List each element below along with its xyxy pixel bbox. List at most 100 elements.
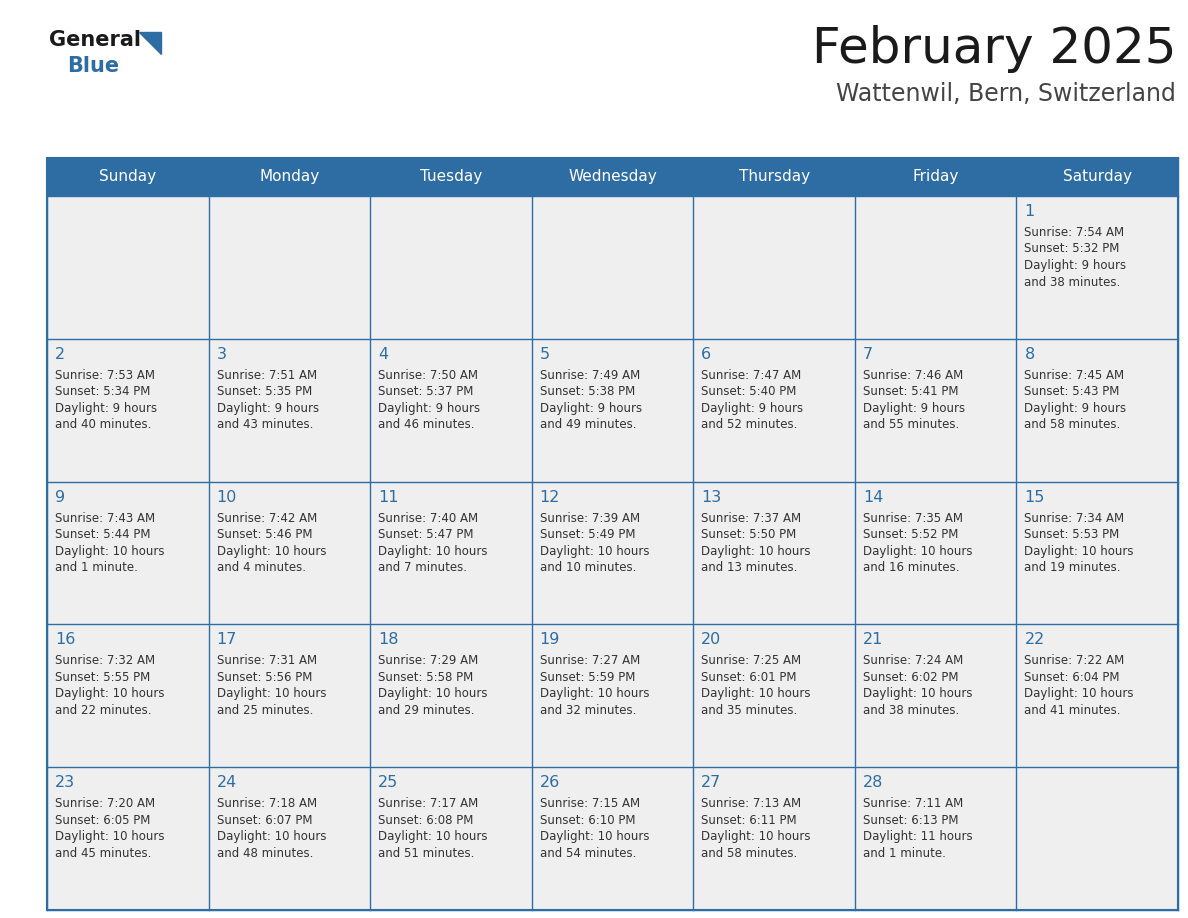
Text: Daylight: 10 hours: Daylight: 10 hours [378,544,487,557]
Text: Sunrise: 7:24 AM: Sunrise: 7:24 AM [862,655,963,667]
Text: Daylight: 10 hours: Daylight: 10 hours [216,688,326,700]
Bar [209,196,371,339]
Text: Sunrise: 7:47 AM: Sunrise: 7:47 AM [701,369,802,382]
Text: Daylight: 10 hours: Daylight: 10 hours [539,544,649,557]
Text: 13: 13 [701,489,721,505]
Text: 3: 3 [216,347,227,362]
Text: Daylight: 10 hours: Daylight: 10 hours [701,688,810,700]
Text: and 43 minutes.: and 43 minutes. [216,419,312,431]
Text: Sunset: 6:13 PM: Sunset: 6:13 PM [862,813,959,827]
Bar [1017,339,1178,482]
Text: 19: 19 [539,633,560,647]
Text: Sunrise: 7:45 AM: Sunrise: 7:45 AM [1024,369,1125,382]
Text: Sunrise: 7:34 AM: Sunrise: 7:34 AM [1024,511,1125,524]
Text: 22: 22 [1024,633,1044,647]
Text: Sunset: 6:11 PM: Sunset: 6:11 PM [701,813,797,827]
Bar [371,767,532,910]
Text: and 46 minutes.: and 46 minutes. [378,419,475,431]
Text: and 45 minutes.: and 45 minutes. [55,846,151,859]
Bar [48,158,1178,910]
Text: Sunrise: 7:42 AM: Sunrise: 7:42 AM [216,511,317,524]
Text: and 16 minutes.: and 16 minutes. [862,561,960,574]
Text: Sunrise: 7:11 AM: Sunrise: 7:11 AM [862,797,963,811]
Bar [371,482,532,624]
Bar [209,767,371,910]
Bar [1017,767,1178,910]
Text: and 35 minutes.: and 35 minutes. [701,704,797,717]
Text: Sunrise: 7:39 AM: Sunrise: 7:39 AM [539,511,640,524]
Text: 2: 2 [55,347,65,362]
Text: Wednesday: Wednesday [568,170,657,185]
Text: 23: 23 [55,775,75,790]
Text: Daylight: 10 hours: Daylight: 10 hours [55,688,164,700]
Text: Sunset: 5:40 PM: Sunset: 5:40 PM [701,386,797,398]
Text: Sunset: 5:35 PM: Sunset: 5:35 PM [216,386,311,398]
Bar [48,482,209,624]
Text: and 38 minutes.: and 38 minutes. [1024,275,1120,288]
Bar [532,196,694,339]
Bar [855,482,1017,624]
Text: Sunrise: 7:46 AM: Sunrise: 7:46 AM [862,369,963,382]
Text: Daylight: 9 hours: Daylight: 9 hours [1024,259,1126,272]
Text: Tuesday: Tuesday [419,170,482,185]
Text: 8: 8 [1024,347,1035,362]
Text: 1: 1 [1024,204,1035,219]
Text: Daylight: 10 hours: Daylight: 10 hours [701,830,810,844]
Text: Daylight: 9 hours: Daylight: 9 hours [539,402,642,415]
Bar [48,339,209,482]
Text: Sunset: 5:38 PM: Sunset: 5:38 PM [539,386,634,398]
Bar [1017,158,1178,196]
Text: and 22 minutes.: and 22 minutes. [55,704,152,717]
Text: Friday: Friday [912,170,959,185]
Text: 28: 28 [862,775,883,790]
Text: Daylight: 10 hours: Daylight: 10 hours [1024,688,1133,700]
Text: Sunrise: 7:32 AM: Sunrise: 7:32 AM [55,655,156,667]
Text: Sunset: 6:08 PM: Sunset: 6:08 PM [378,813,474,827]
Text: and 52 minutes.: and 52 minutes. [701,419,797,431]
Text: Daylight: 9 hours: Daylight: 9 hours [701,402,803,415]
Bar [1017,624,1178,767]
Bar [48,767,209,910]
Text: 25: 25 [378,775,398,790]
Text: Daylight: 10 hours: Daylight: 10 hours [862,688,972,700]
Text: Sunrise: 7:53 AM: Sunrise: 7:53 AM [55,369,154,382]
Text: 27: 27 [701,775,721,790]
Bar [371,624,532,767]
Bar [209,482,371,624]
Text: Sunrise: 7:20 AM: Sunrise: 7:20 AM [55,797,156,811]
Text: February 2025: February 2025 [811,25,1176,73]
Text: Daylight: 9 hours: Daylight: 9 hours [216,402,318,415]
Text: Sunset: 5:50 PM: Sunset: 5:50 PM [701,528,796,541]
Bar [694,158,855,196]
Text: Sunset: 5:53 PM: Sunset: 5:53 PM [1024,528,1119,541]
Text: Sunset: 5:59 PM: Sunset: 5:59 PM [539,671,636,684]
Text: 6: 6 [701,347,712,362]
Text: Daylight: 10 hours: Daylight: 10 hours [378,830,487,844]
Text: Sunset: 5:56 PM: Sunset: 5:56 PM [216,671,312,684]
Text: Daylight: 10 hours: Daylight: 10 hours [1024,544,1133,557]
Text: Daylight: 9 hours: Daylight: 9 hours [1024,402,1126,415]
Bar [1017,196,1178,339]
Text: Sunset: 5:46 PM: Sunset: 5:46 PM [216,528,312,541]
Text: Daylight: 10 hours: Daylight: 10 hours [216,544,326,557]
Text: Daylight: 9 hours: Daylight: 9 hours [862,402,965,415]
Text: and 29 minutes.: and 29 minutes. [378,704,475,717]
Text: Monday: Monday [259,170,320,185]
Text: 24: 24 [216,775,236,790]
Text: Sunrise: 7:54 AM: Sunrise: 7:54 AM [1024,226,1125,239]
Bar [694,482,855,624]
Bar [371,196,532,339]
Text: Sunset: 6:02 PM: Sunset: 6:02 PM [862,671,959,684]
Text: Daylight: 10 hours: Daylight: 10 hours [55,544,164,557]
Text: Daylight: 10 hours: Daylight: 10 hours [862,544,972,557]
Bar [209,158,371,196]
Text: and 58 minutes.: and 58 minutes. [1024,419,1120,431]
Text: Daylight: 10 hours: Daylight: 10 hours [216,830,326,844]
Text: Wattenwil, Bern, Switzerland: Wattenwil, Bern, Switzerland [836,82,1176,106]
Text: Sunset: 6:05 PM: Sunset: 6:05 PM [55,813,151,827]
Bar [532,767,694,910]
Text: Daylight: 11 hours: Daylight: 11 hours [862,830,973,844]
Text: and 13 minutes.: and 13 minutes. [701,561,797,574]
Polygon shape [139,32,162,54]
Text: and 48 minutes.: and 48 minutes. [216,846,312,859]
